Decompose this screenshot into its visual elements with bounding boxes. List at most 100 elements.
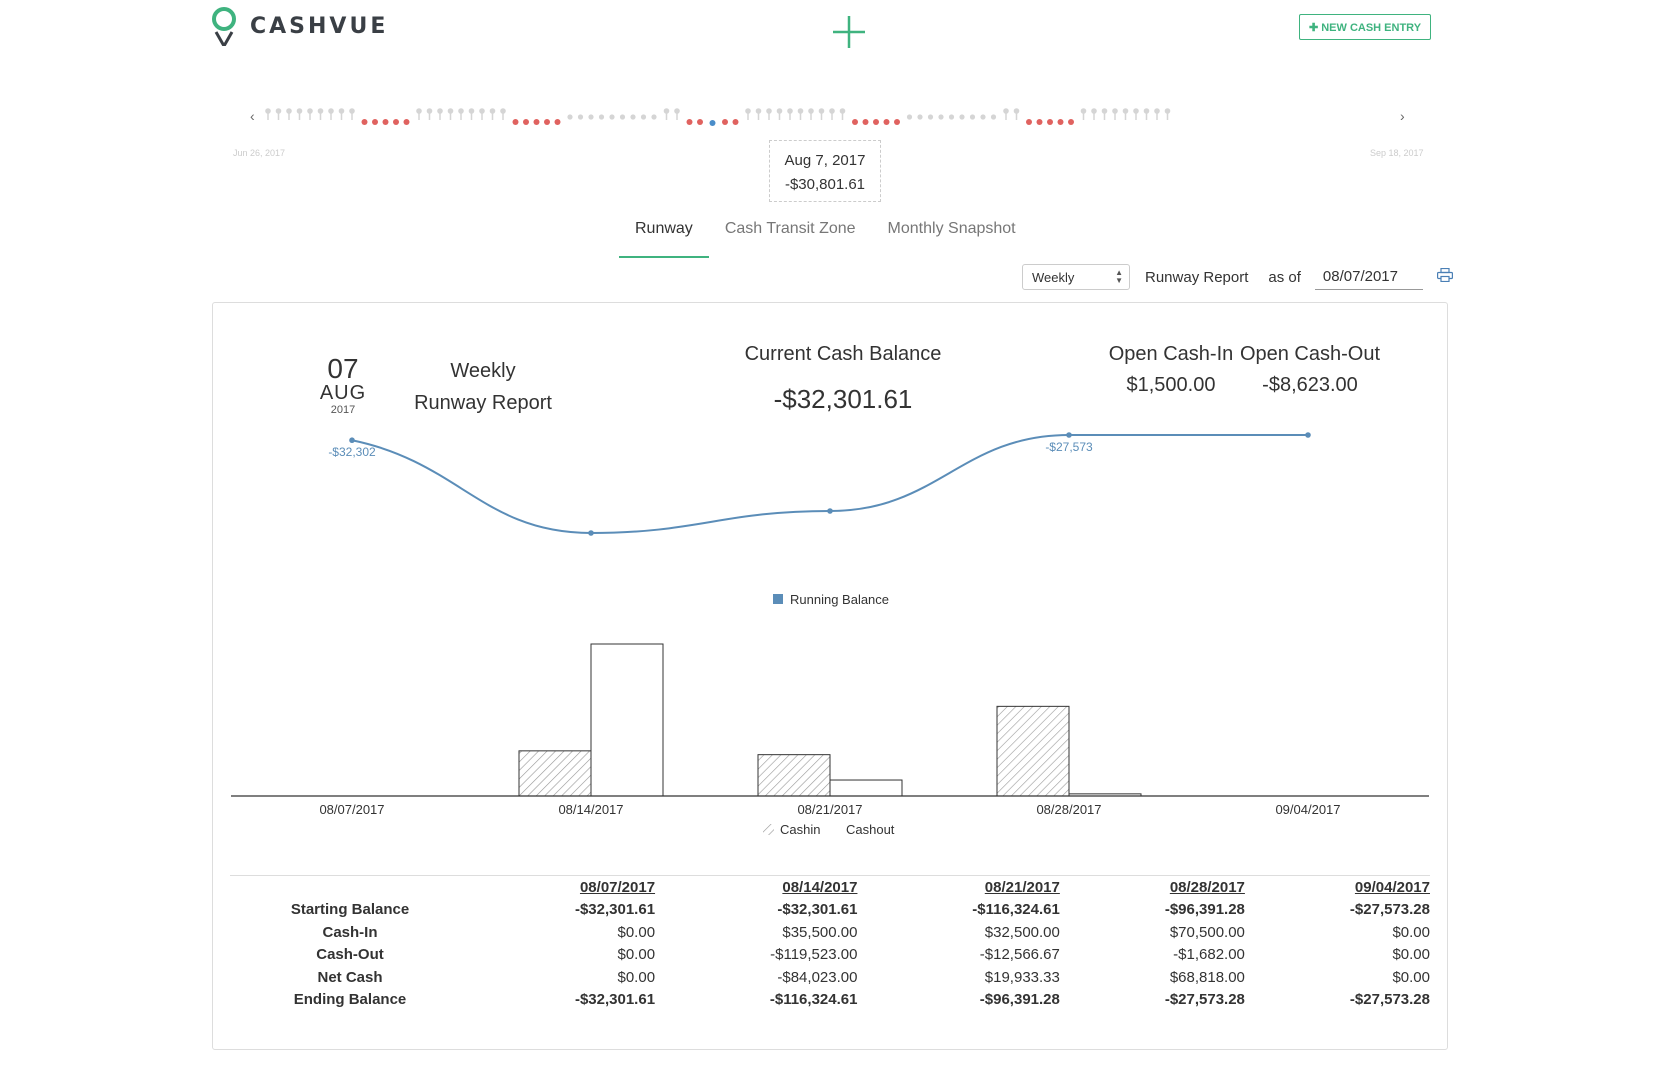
running-balance-point[interactable] bbox=[588, 530, 594, 536]
timeline-day-marker[interactable] bbox=[317, 108, 324, 120]
timeline-day-marker[interactable] bbox=[1003, 108, 1009, 120]
timeline-negative-marker[interactable] bbox=[403, 119, 410, 125]
tab-runway[interactable]: Runway bbox=[619, 216, 709, 258]
timeline-day-marker[interactable] bbox=[577, 114, 584, 120]
timeline-day-marker[interactable] bbox=[663, 108, 670, 120]
running-balance-legend[interactable]: Running Balance bbox=[773, 592, 889, 607]
cashout-bar[interactable] bbox=[829, 779, 903, 797]
timeline-day-marker[interactable] bbox=[1154, 108, 1160, 120]
timeline-day-marker[interactable] bbox=[948, 114, 955, 120]
timeline-day-marker[interactable] bbox=[797, 108, 804, 120]
timeline-negative-marker[interactable] bbox=[1068, 119, 1074, 125]
timeline-day-marker[interactable] bbox=[598, 114, 605, 120]
timeline-negative-marker[interactable] bbox=[883, 119, 890, 125]
timeline-day-marker[interactable] bbox=[567, 114, 573, 120]
timeline-day-marker[interactable] bbox=[1143, 108, 1150, 120]
timeline-day-marker[interactable] bbox=[328, 108, 334, 120]
timeline-day-marker[interactable] bbox=[755, 108, 762, 120]
new-cash-entry-button[interactable]: ✚ NEW CASH ENTRY bbox=[1299, 14, 1431, 40]
timeline-day-marker[interactable] bbox=[906, 114, 913, 120]
running-balance-point[interactable] bbox=[349, 437, 355, 444]
timeline-day-marker[interactable] bbox=[980, 114, 986, 120]
timeline-prev-icon[interactable]: ‹ bbox=[250, 108, 255, 124]
timeline-day-marker[interactable] bbox=[829, 108, 835, 120]
timeline-day-marker[interactable] bbox=[338, 108, 345, 120]
cashout-bar[interactable] bbox=[590, 643, 664, 797]
timeline-negative-marker[interactable] bbox=[1057, 119, 1064, 125]
timeline-negative-marker[interactable] bbox=[732, 119, 739, 125]
timeline-day-marker[interactable] bbox=[776, 108, 783, 120]
timeline-day-marker[interactable] bbox=[447, 108, 454, 120]
running-balance-point[interactable] bbox=[1066, 432, 1072, 438]
timeline-day-marker[interactable] bbox=[938, 114, 944, 120]
timeline-negative-marker[interactable] bbox=[862, 119, 869, 125]
timeline-negative-marker[interactable] bbox=[512, 119, 519, 125]
cashin-legend[interactable]: Cashin bbox=[763, 822, 820, 837]
as-of-date-input[interactable] bbox=[1314, 264, 1423, 290]
timeline-negative-marker[interactable] bbox=[372, 119, 378, 125]
timeline-day-marker[interactable] bbox=[839, 108, 846, 120]
timeline-negative-marker[interactable] bbox=[533, 119, 540, 125]
timeline-day-marker[interactable] bbox=[1122, 108, 1129, 120]
timeline-selected-marker[interactable] bbox=[709, 120, 716, 126]
timeline-day-marker[interactable] bbox=[818, 108, 825, 120]
timeline-day-marker[interactable] bbox=[766, 108, 772, 120]
timeline-day-marker[interactable] bbox=[1101, 108, 1108, 120]
timeline-negative-marker[interactable] bbox=[722, 119, 728, 125]
timeline-day-marker[interactable] bbox=[275, 108, 282, 120]
timeline-day-marker[interactable] bbox=[917, 114, 923, 120]
timeline-day-marker[interactable] bbox=[1133, 108, 1139, 120]
timeline-day-marker[interactable] bbox=[959, 114, 965, 120]
cashout-legend[interactable]: Cashout bbox=[829, 822, 895, 837]
timeline-day-marker[interactable] bbox=[927, 114, 934, 120]
timeline-day-marker[interactable] bbox=[969, 114, 976, 120]
timeline-negative-marker[interactable] bbox=[382, 119, 389, 125]
timeline-day-marker[interactable] bbox=[437, 108, 443, 120]
brand-logo[interactable]: CASHVUE bbox=[210, 6, 388, 46]
timeline-day-marker[interactable] bbox=[500, 108, 506, 120]
timeline-day-marker[interactable] bbox=[296, 108, 303, 120]
timeline-day-marker[interactable] bbox=[286, 108, 292, 120]
timeline-day-marker[interactable] bbox=[426, 108, 433, 120]
timeline-negative-marker[interactable] bbox=[544, 119, 550, 125]
timeline-next-icon[interactable]: › bbox=[1400, 108, 1405, 124]
running-balance-point[interactable] bbox=[827, 508, 833, 514]
timeline-day-marker[interactable] bbox=[416, 108, 422, 120]
timeline-day-marker[interactable] bbox=[1080, 108, 1087, 120]
add-button[interactable] bbox=[831, 14, 867, 50]
timeline-day-marker[interactable] bbox=[1164, 108, 1171, 120]
timeline-day-marker[interactable] bbox=[674, 108, 680, 120]
timeline-markers[interactable] bbox=[230, 98, 1430, 138]
tab-monthly-snapshot[interactable]: Monthly Snapshot bbox=[887, 220, 1016, 237]
timeline-negative-marker[interactable] bbox=[554, 119, 561, 125]
timeline-day-marker[interactable] bbox=[745, 108, 751, 120]
timeline-negative-marker[interactable] bbox=[523, 119, 529, 125]
running-balance-point[interactable] bbox=[1305, 432, 1311, 438]
timeline-negative-marker[interactable] bbox=[1036, 119, 1043, 125]
timeline-day-marker[interactable] bbox=[990, 114, 997, 120]
period-select[interactable]: Weekly ▲ ▼ bbox=[1022, 264, 1130, 290]
cashin-bar[interactable] bbox=[518, 750, 592, 797]
timeline-negative-marker[interactable] bbox=[894, 119, 900, 125]
timeline-day-marker[interactable] bbox=[489, 108, 496, 120]
timeline-negative-marker[interactable] bbox=[852, 119, 858, 125]
tab-cash-transit-zone[interactable]: Cash Transit Zone bbox=[724, 220, 856, 237]
timeline-negative-marker[interactable] bbox=[697, 119, 703, 125]
timeline-day-marker[interactable] bbox=[468, 108, 475, 120]
cashin-bar[interactable] bbox=[996, 705, 1070, 797]
cashin-bar[interactable] bbox=[757, 754, 831, 797]
timeline-negative-marker[interactable] bbox=[1026, 119, 1032, 125]
timeline-negative-marker[interactable] bbox=[361, 119, 368, 125]
print-icon[interactable] bbox=[1436, 267, 1453, 287]
timeline-negative-marker[interactable] bbox=[686, 119, 693, 125]
timeline-day-marker[interactable] bbox=[640, 114, 647, 120]
timeline-day-marker[interactable] bbox=[479, 108, 485, 120]
timeline-negative-marker[interactable] bbox=[393, 119, 399, 125]
timeline-day-marker[interactable] bbox=[619, 114, 626, 120]
timeline-day-marker[interactable] bbox=[1091, 108, 1097, 120]
timeline-day-marker[interactable] bbox=[787, 108, 793, 120]
timeline-day-marker[interactable] bbox=[307, 108, 313, 120]
timeline-day-marker[interactable] bbox=[349, 108, 355, 120]
timeline-day-marker[interactable] bbox=[609, 114, 615, 120]
timeline-day-marker[interactable] bbox=[1112, 108, 1118, 120]
